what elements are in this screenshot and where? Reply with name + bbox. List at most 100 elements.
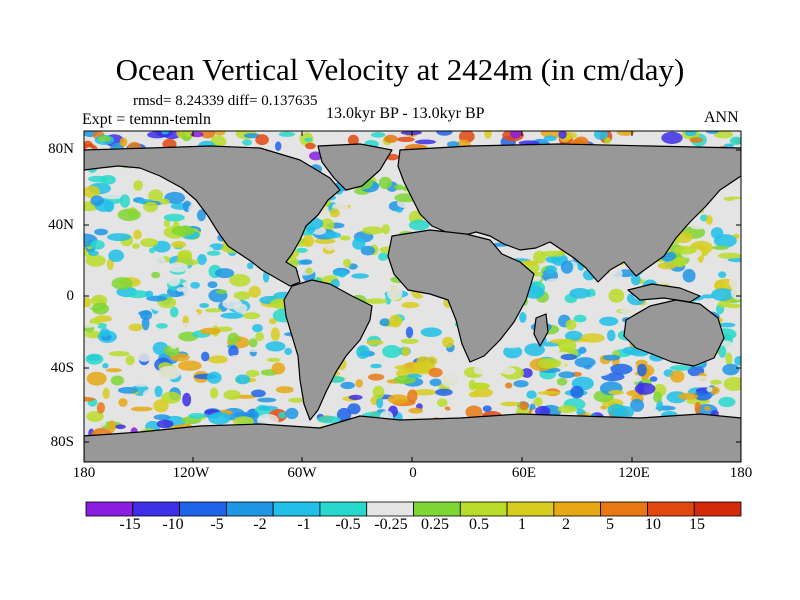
velocity-cell	[604, 137, 611, 144]
velocity-cell	[382, 236, 390, 242]
velocity-cell	[670, 370, 685, 383]
velocity-cell	[360, 245, 376, 256]
velocity-cell	[729, 136, 741, 145]
velocity-cell	[570, 385, 584, 399]
velocity-cell	[498, 336, 518, 348]
velocity-cell	[348, 394, 363, 401]
colorbar-swatch	[600, 501, 648, 517]
velocity-cell	[102, 387, 110, 400]
velocity-cell	[718, 271, 727, 279]
velocity-cell	[188, 203, 198, 216]
colorbar-swatch	[413, 501, 461, 517]
velocity-cell	[347, 134, 359, 146]
velocity-cell	[482, 405, 492, 413]
velocity-cell	[379, 318, 391, 327]
velocity-cell	[97, 136, 112, 142]
colorbar-label: 10	[645, 516, 661, 533]
velocity-cell	[102, 193, 124, 200]
velocity-cell	[682, 268, 696, 283]
velocity-cell	[558, 131, 567, 139]
velocity-cell	[387, 394, 409, 405]
velocity-cell	[216, 289, 228, 294]
velocity-cell	[151, 271, 161, 279]
velocity-cell	[169, 306, 179, 318]
colorbar-label: 5	[606, 516, 614, 533]
velocity-cell	[275, 386, 294, 394]
velocity-cell	[285, 407, 299, 420]
velocity-cell	[704, 406, 711, 411]
velocity-cell	[149, 247, 156, 254]
velocity-cell	[177, 249, 193, 260]
velocity-cell	[208, 355, 228, 364]
velocity-cell	[653, 391, 663, 403]
velocity-cell	[593, 131, 608, 140]
velocity-cell	[171, 241, 187, 249]
velocity-cell	[672, 256, 687, 268]
velocity-cell	[124, 269, 131, 275]
velocity-cell	[161, 131, 169, 135]
velocity-cell	[521, 368, 533, 378]
velocity-cell	[356, 345, 370, 359]
velocity-cell	[95, 271, 116, 278]
statistics-label: rmsd= 8.24339 diff= 0.137635	[133, 93, 318, 109]
velocity-cell	[233, 291, 251, 300]
velocity-cell	[233, 257, 249, 269]
lat-label-80s: 80S	[50, 434, 74, 450]
velocity-cell	[84, 396, 96, 402]
velocity-cell	[380, 191, 393, 202]
velocity-cell	[129, 378, 154, 387]
colorbar-label: -2	[253, 516, 267, 533]
velocity-cell	[436, 131, 453, 136]
velocity-cell	[163, 213, 185, 222]
velocity-cell	[386, 286, 403, 301]
velocity-cell	[119, 137, 128, 147]
velocity-cell	[420, 327, 442, 338]
velocity-cell	[614, 405, 635, 419]
velocity-cell	[102, 363, 109, 369]
velocity-cell	[649, 376, 658, 382]
velocity-cell	[465, 405, 483, 419]
velocity-cell	[199, 303, 210, 308]
colorbar-swatch	[85, 501, 134, 517]
velocity-cell	[197, 254, 207, 265]
velocity-cell	[544, 278, 564, 290]
colorbar-label: 15	[689, 516, 705, 533]
velocity-cell	[206, 250, 221, 256]
velocity-cell	[520, 260, 538, 266]
colorbar-label: -10	[162, 516, 184, 533]
colorbar-swatch	[647, 501, 695, 517]
experiment-label: Expt = temnn-temln	[82, 111, 211, 128]
velocity-cell	[168, 262, 188, 273]
lon-label-60w: 60W	[287, 465, 317, 481]
velocity-cell	[573, 314, 587, 323]
velocity-cell	[616, 131, 635, 136]
velocity-cell	[314, 237, 336, 245]
velocity-cell	[503, 345, 523, 359]
colorbar-label: -5	[210, 516, 224, 533]
velocity-cell	[275, 141, 282, 151]
velocity-cell	[323, 232, 342, 239]
velocity-cell	[519, 312, 527, 323]
velocity-cell	[519, 401, 529, 411]
velocity-cell	[630, 398, 645, 412]
velocity-cell	[361, 226, 384, 235]
velocity-cell	[560, 260, 574, 274]
land-north-america	[84, 145, 341, 287]
velocity-cell	[91, 302, 109, 315]
lon-label-120w: 120W	[172, 465, 210, 481]
velocity-cell	[90, 240, 105, 250]
velocity-cell	[678, 392, 699, 400]
velocity-cell	[706, 387, 713, 392]
velocity-cell	[690, 224, 707, 230]
velocity-cell	[545, 265, 557, 274]
velocity-cell	[179, 322, 197, 331]
velocity-cell	[227, 354, 248, 365]
velocity-cell	[258, 319, 269, 326]
velocity-cell	[88, 175, 108, 183]
velocity-cell	[94, 228, 109, 236]
velocity-cell	[86, 371, 107, 386]
velocity-cell	[133, 229, 142, 240]
velocity-cell	[257, 413, 279, 427]
velocity-cell	[384, 206, 392, 214]
velocity-cell	[661, 131, 683, 144]
